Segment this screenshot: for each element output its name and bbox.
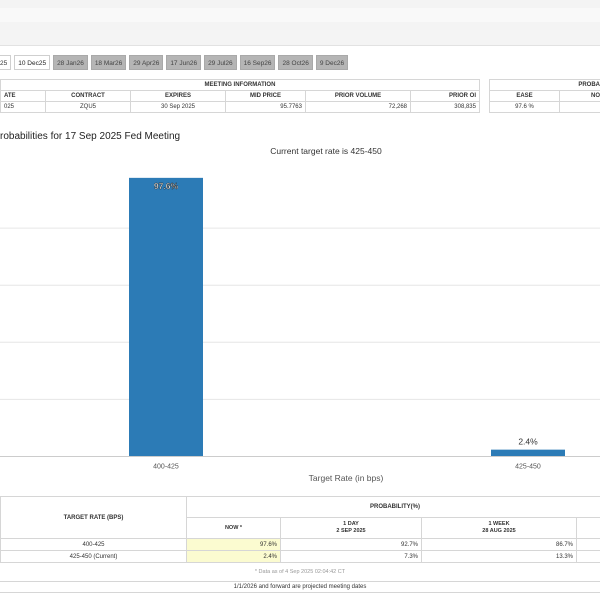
tab-meeting-date[interactable]: 28 Oct26 [278,55,313,70]
table-cell: 97.6 % [489,101,560,113]
meeting-information-table: MEETING INFORMATION ATE CONTRACT EXPIRES… [0,79,480,113]
tab-meeting-date[interactable]: 29 Jul26 [204,55,237,70]
chart-bars: 97.6% 400-425 2.4% 425-450 [129,177,565,471]
column-header-overflow [576,517,600,539]
top-navigation-band [0,0,600,46]
x-axis-label: Target Rate (in bps) [309,473,384,483]
probability-header: PROBABILITY(%) [186,496,600,518]
meeting-information-header: MEETING INFORMATION [0,79,480,91]
bar-value-label: 97.6% [154,181,179,191]
column-header: MID PRICE [225,90,306,102]
table-cell: 30 Sep 2025 [130,101,226,113]
table-cell: 95.7763 [225,101,306,113]
probability-cell: 7.3% [280,550,422,563]
target-rate-header: TARGET RATE (BPS) [0,496,187,539]
table-cell: ZQU5 [45,101,131,113]
table-row: 400-425 97.6% 92.7% 86.7% [0,538,600,551]
chart-subtitle: Current target rate is 425-450 [270,146,382,156]
tab-meeting-date[interactable]: 17 Jun26 [166,55,202,70]
tab-meeting-date[interactable]: 28 Jan26 [53,55,88,70]
probability-cell: 13.3% [421,550,577,563]
target-rate-cell: 425-450 (Current) [0,550,187,563]
bar-425-450[interactable] [491,449,565,457]
chart-heading: robabilities for 17 Sep 2025 Fed Meeting [0,131,181,142]
table-row: 425-450 (Current) 2.4% 7.3% 13.3% [0,550,600,563]
probability-cell: 97.6% [186,538,281,551]
tab-meeting-date[interactable]: 25 [0,55,12,70]
column-header: PRIOR OI [410,90,480,102]
column-header: NO [559,90,600,102]
column-header: EXPIRES [130,90,226,102]
column-header: CONTRACT [45,90,131,102]
column-header-1week: 1 WEEK 28 AUG 2025 [421,517,577,539]
chart-gridlines [0,227,600,400]
x-tick-label: 400-425 [153,464,179,471]
column-header: EASE [489,90,560,102]
tab-meeting-date[interactable]: 18 Mar26 [90,55,127,70]
column-header: PRIOR VOLUME [305,90,411,102]
probability-cell-overflow [576,538,600,551]
projected-dates-footnote: 1/1/2026 and forward are projected meeti… [0,581,600,593]
table-row: 97.6 % [489,101,600,113]
probabilities-panel-table: PROBA EASE NO 97.6 % [489,79,600,113]
probability-cell: 92.7% [280,538,422,551]
data-timestamp-note: * Data as of 4 Sep 2025 02:04:42 CT [254,569,346,575]
table-row: 025 ZQU5 30 Sep 2025 95.7763 72,268 308,… [0,101,480,113]
table-cell: 308,835 [410,101,480,113]
tab-meeting-date[interactable]: 10 Dec25 [14,55,51,70]
column-header-line: 1 DAY [343,521,359,527]
tab-meeting-date[interactable]: 16 Sep26 [239,55,276,70]
bar-400-425[interactable] [129,177,203,457]
tab-meeting-date[interactable]: 9 Dec26 [315,55,349,70]
bar-value-label: 2.4% [518,437,538,447]
table-cell [559,101,600,113]
column-header-line: 28 AUG 2025 [482,528,516,534]
probability-comparison-table: TARGET RATE (BPS) PROBABILITY(%) NOW * 1… [0,496,600,563]
meeting-date-tabs: 25 10 Dec25 28 Jan26 18 Mar26 29 Apr26 1… [0,55,349,70]
x-tick-label: 425-450 [515,464,541,471]
column-header-line: 2 SEP 2025 [336,528,366,534]
column-header-now: NOW * [186,517,281,539]
probabilities-panel-header: PROBA [489,79,600,91]
column-header-line: 1 WEEK [488,521,510,527]
table-cell: 72,268 [305,101,411,113]
table-cell: 025 [0,101,46,113]
probability-bar-chart: Current target rate is 425-450 97.6% 400-… [0,146,600,483]
tab-meeting-date[interactable]: 29 Apr26 [129,55,164,70]
target-rate-cell: 400-425 [0,538,187,551]
column-header: ATE [0,90,46,102]
top-navigation-strip [0,8,600,22]
probability-cell-overflow [576,550,600,563]
probability-cell: 86.7% [421,538,577,551]
probability-cell: 2.4% [186,550,281,563]
column-header-1day: 1 DAY 2 SEP 2025 [280,517,422,539]
column-header-line: NOW * [224,525,243,531]
